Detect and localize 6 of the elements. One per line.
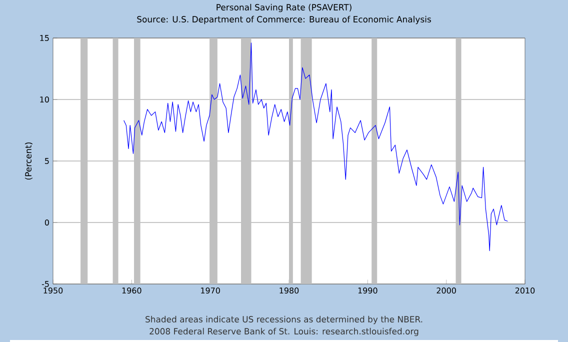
line-series (124, 42, 508, 252)
chart-title: Personal Saving Rate (PSAVERT) (216, 4, 352, 12)
y-axis-title: (Percent) (24, 142, 32, 180)
text: 2008 Federal Reserve Bank of St. Louis: research.stlouisfed.org (150, 328, 418, 336)
chart-subtitle: Source: U.S. Department of Commerce: Bureau of Economic Analysis (137, 16, 431, 24)
text: Shaded areas indicate US recessions as determined by the NBER. (146, 316, 422, 324)
